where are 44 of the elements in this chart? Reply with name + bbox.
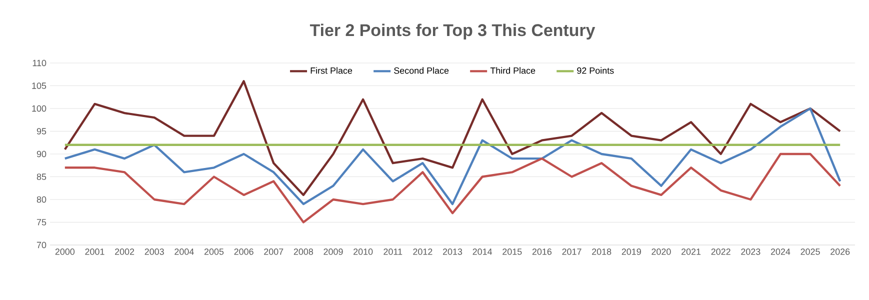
x-tick-label: 2006 (234, 248, 254, 255)
x-tick-label: 2026 (830, 248, 850, 255)
x-tick-label: 2018 (592, 248, 612, 255)
y-tick-label: 110 (32, 60, 46, 66)
x-tick-label: 2024 (770, 248, 790, 255)
line-series (64, 80, 842, 196)
x-tick-label: 2013 (442, 248, 462, 255)
legend-label: Second Place (394, 67, 449, 74)
x-tick-label: 2004 (174, 248, 194, 255)
y-tick-label: 105 (32, 82, 46, 89)
x-tick-label: 2010 (354, 248, 373, 255)
x-tick-label: 2008 (294, 248, 314, 255)
x-tick-label: 2022 (711, 248, 730, 255)
x-tick-label: 2003 (144, 248, 164, 255)
y-tick-label: 100 (32, 105, 46, 112)
y-tick-label: 85 (36, 174, 46, 180)
legend-label: Third Place (490, 67, 536, 74)
x-tick-label: 2019 (622, 248, 641, 255)
legend-label: First Place (310, 67, 352, 74)
x-tick-label: 2007 (264, 248, 284, 255)
x-tick-label: 2001 (85, 248, 104, 255)
x-tick-label: 2017 (562, 248, 582, 255)
y-tick-label: 70 (36, 242, 46, 248)
chart-title: Tier 2 Points for Top 3 This Century (310, 24, 596, 40)
y-tick-label: 75 (36, 219, 46, 226)
x-tick-label: 2021 (682, 248, 701, 255)
x-tick-label: 2002 (115, 248, 134, 255)
x-tick-label: 2016 (532, 248, 552, 255)
line-series (64, 107, 842, 206)
x-tick-label: 2025 (800, 248, 820, 255)
x-tick-label: 2014 (472, 248, 492, 255)
x-tick-label: 2023 (741, 248, 760, 255)
x-tick-label: 2009 (324, 248, 343, 255)
x-tick-label: 2000 (55, 248, 75, 255)
y-tick-label: 90 (36, 150, 46, 158)
x-tick-label: 2011 (384, 248, 402, 255)
line-series (64, 152, 842, 224)
y-tick-label: 80 (36, 196, 46, 203)
x-tick-label: 2015 (502, 248, 522, 255)
legend-label: 92 Points (577, 67, 614, 74)
x-tick-label: 2012 (413, 248, 432, 255)
y-tick-label: 95 (36, 128, 46, 134)
x-tick-label: 2005 (204, 248, 224, 255)
x-tick-label: 2020 (652, 248, 671, 255)
